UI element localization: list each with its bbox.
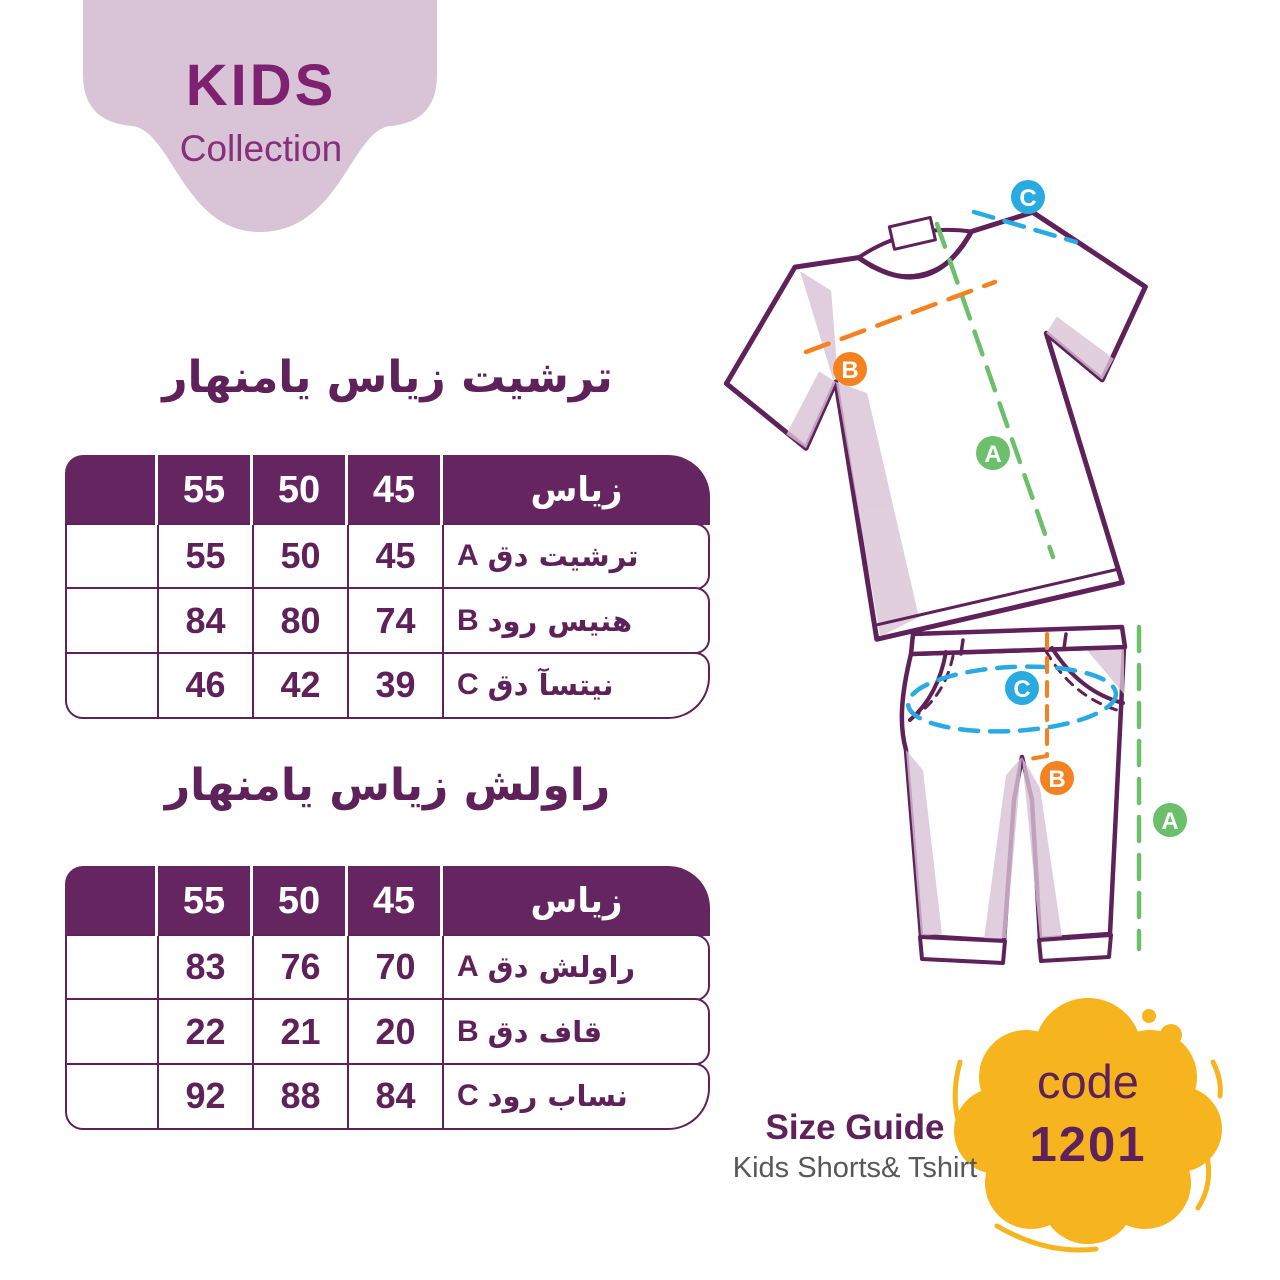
table-row: 46 42 39 C قد آستین <box>65 651 710 719</box>
tshirt-marker-b-badge: B <box>833 352 867 386</box>
shorts-hip-line <box>905 664 1119 734</box>
header-size-55: 55 <box>155 455 250 525</box>
row-letter: B <box>457 603 479 637</box>
footer-text-block: Size Guide Kids Shorts& Tshirt <box>705 1108 1005 1185</box>
row-letter: C <box>457 668 479 701</box>
svg-text:A: A <box>984 441 1001 468</box>
shorts-marker-a-badge: A <box>1153 803 1187 837</box>
brand-subtitle: Collection <box>179 128 343 169</box>
brand-badge-shape <box>83 0 437 233</box>
code-label: code <box>1037 1055 1139 1108</box>
tshirt-marker-c-badge: C <box>1011 180 1045 214</box>
header-size-45: 45 <box>345 455 440 525</box>
table-row: 92 88 84 C دور باسن <box>65 1062 710 1130</box>
row-label: قد تیشرت <box>487 539 639 573</box>
size-guide-title: Size Guide <box>765 1108 945 1147</box>
row-label: دور سینه <box>487 603 633 638</box>
row-letter: A <box>457 950 479 983</box>
row-label: قد فاق <box>487 1014 603 1049</box>
table-row: 22 21 20 B قد فاق <box>65 998 710 1065</box>
right-cuff <box>1037 933 1113 963</box>
tshirt-guide-heading: راهنمای سایز تیشرت <box>162 352 613 403</box>
pants-table-header: 55 50 45 سایز <box>65 866 710 936</box>
blob-dot-small <box>1142 1009 1156 1023</box>
svg-text:B: B <box>1048 766 1065 793</box>
brand-title: KIDS <box>185 53 337 118</box>
tshirt-shading <box>786 271 1114 637</box>
row-label: قد شلوار <box>487 950 636 984</box>
tshirt-length-line <box>934 221 1056 560</box>
table-row: 83 76 70 A قد شلوار <box>65 933 710 1001</box>
table-row: 55 50 45 A قد تیشرت <box>65 522 710 590</box>
row-label: دور باسن <box>487 1079 628 1113</box>
size-guide-subtitle: Kids Shorts& Tshirt <box>732 1152 978 1184</box>
header-empty-cell <box>65 866 155 936</box>
header-size-45: 45 <box>345 866 440 936</box>
pants-guide-heading: راهنمای سایز شلوار <box>164 760 611 811</box>
tshirt-diagram: C B A <box>723 180 1148 642</box>
svg-text:C: C <box>1013 676 1030 703</box>
blob-accent-arcs <box>952 1059 1223 1253</box>
shorts-marker-c-badge: C <box>1005 671 1039 705</box>
collar-label-tag <box>887 215 937 251</box>
svg-text:B: B <box>841 357 858 384</box>
header-size-50: 50 <box>250 866 345 936</box>
tshirt-table-header: 55 50 45 سایز <box>65 455 710 525</box>
pants-size-table: 55 50 45 سایز 83 76 70 A قد شلوار 22 21 … <box>65 866 710 1130</box>
header-size-55: 55 <box>155 866 250 936</box>
table-row: 84 80 74 B دور سینه <box>65 587 710 654</box>
header-size-50: 50 <box>250 455 345 525</box>
shorts-rise-line <box>1022 632 1049 762</box>
svg-text:A: A <box>1161 808 1178 835</box>
blob-dot-large <box>1160 1024 1182 1046</box>
tshirt-size-table: 55 50 45 سایز 55 50 45 A قد تیشرت 84 80 … <box>65 455 710 719</box>
shorts-marker-b-badge: B <box>1040 761 1074 795</box>
row-letter: B <box>457 1014 479 1048</box>
tshirt-chest-line <box>803 279 998 355</box>
tshirt-sleeve-line <box>971 209 1079 245</box>
code-value: 1201 <box>1029 1118 1146 1172</box>
row-label: قد آستین <box>487 668 614 702</box>
row-letter: C <box>457 1079 479 1112</box>
header-empty-cell <box>65 455 155 525</box>
header-size-label: سایز <box>440 866 710 936</box>
code-badge-blob: code 1201 <box>952 998 1223 1253</box>
row-letter: A <box>457 539 479 572</box>
left-cuff <box>918 935 1007 965</box>
shorts-shading <box>906 649 1124 939</box>
svg-text:C: C <box>1019 185 1036 212</box>
tshirt-marker-a-badge: A <box>976 436 1010 470</box>
header-size-label: سایز <box>440 455 710 525</box>
shorts-diagram: C B A <box>899 624 1187 965</box>
waistband <box>908 624 1128 657</box>
